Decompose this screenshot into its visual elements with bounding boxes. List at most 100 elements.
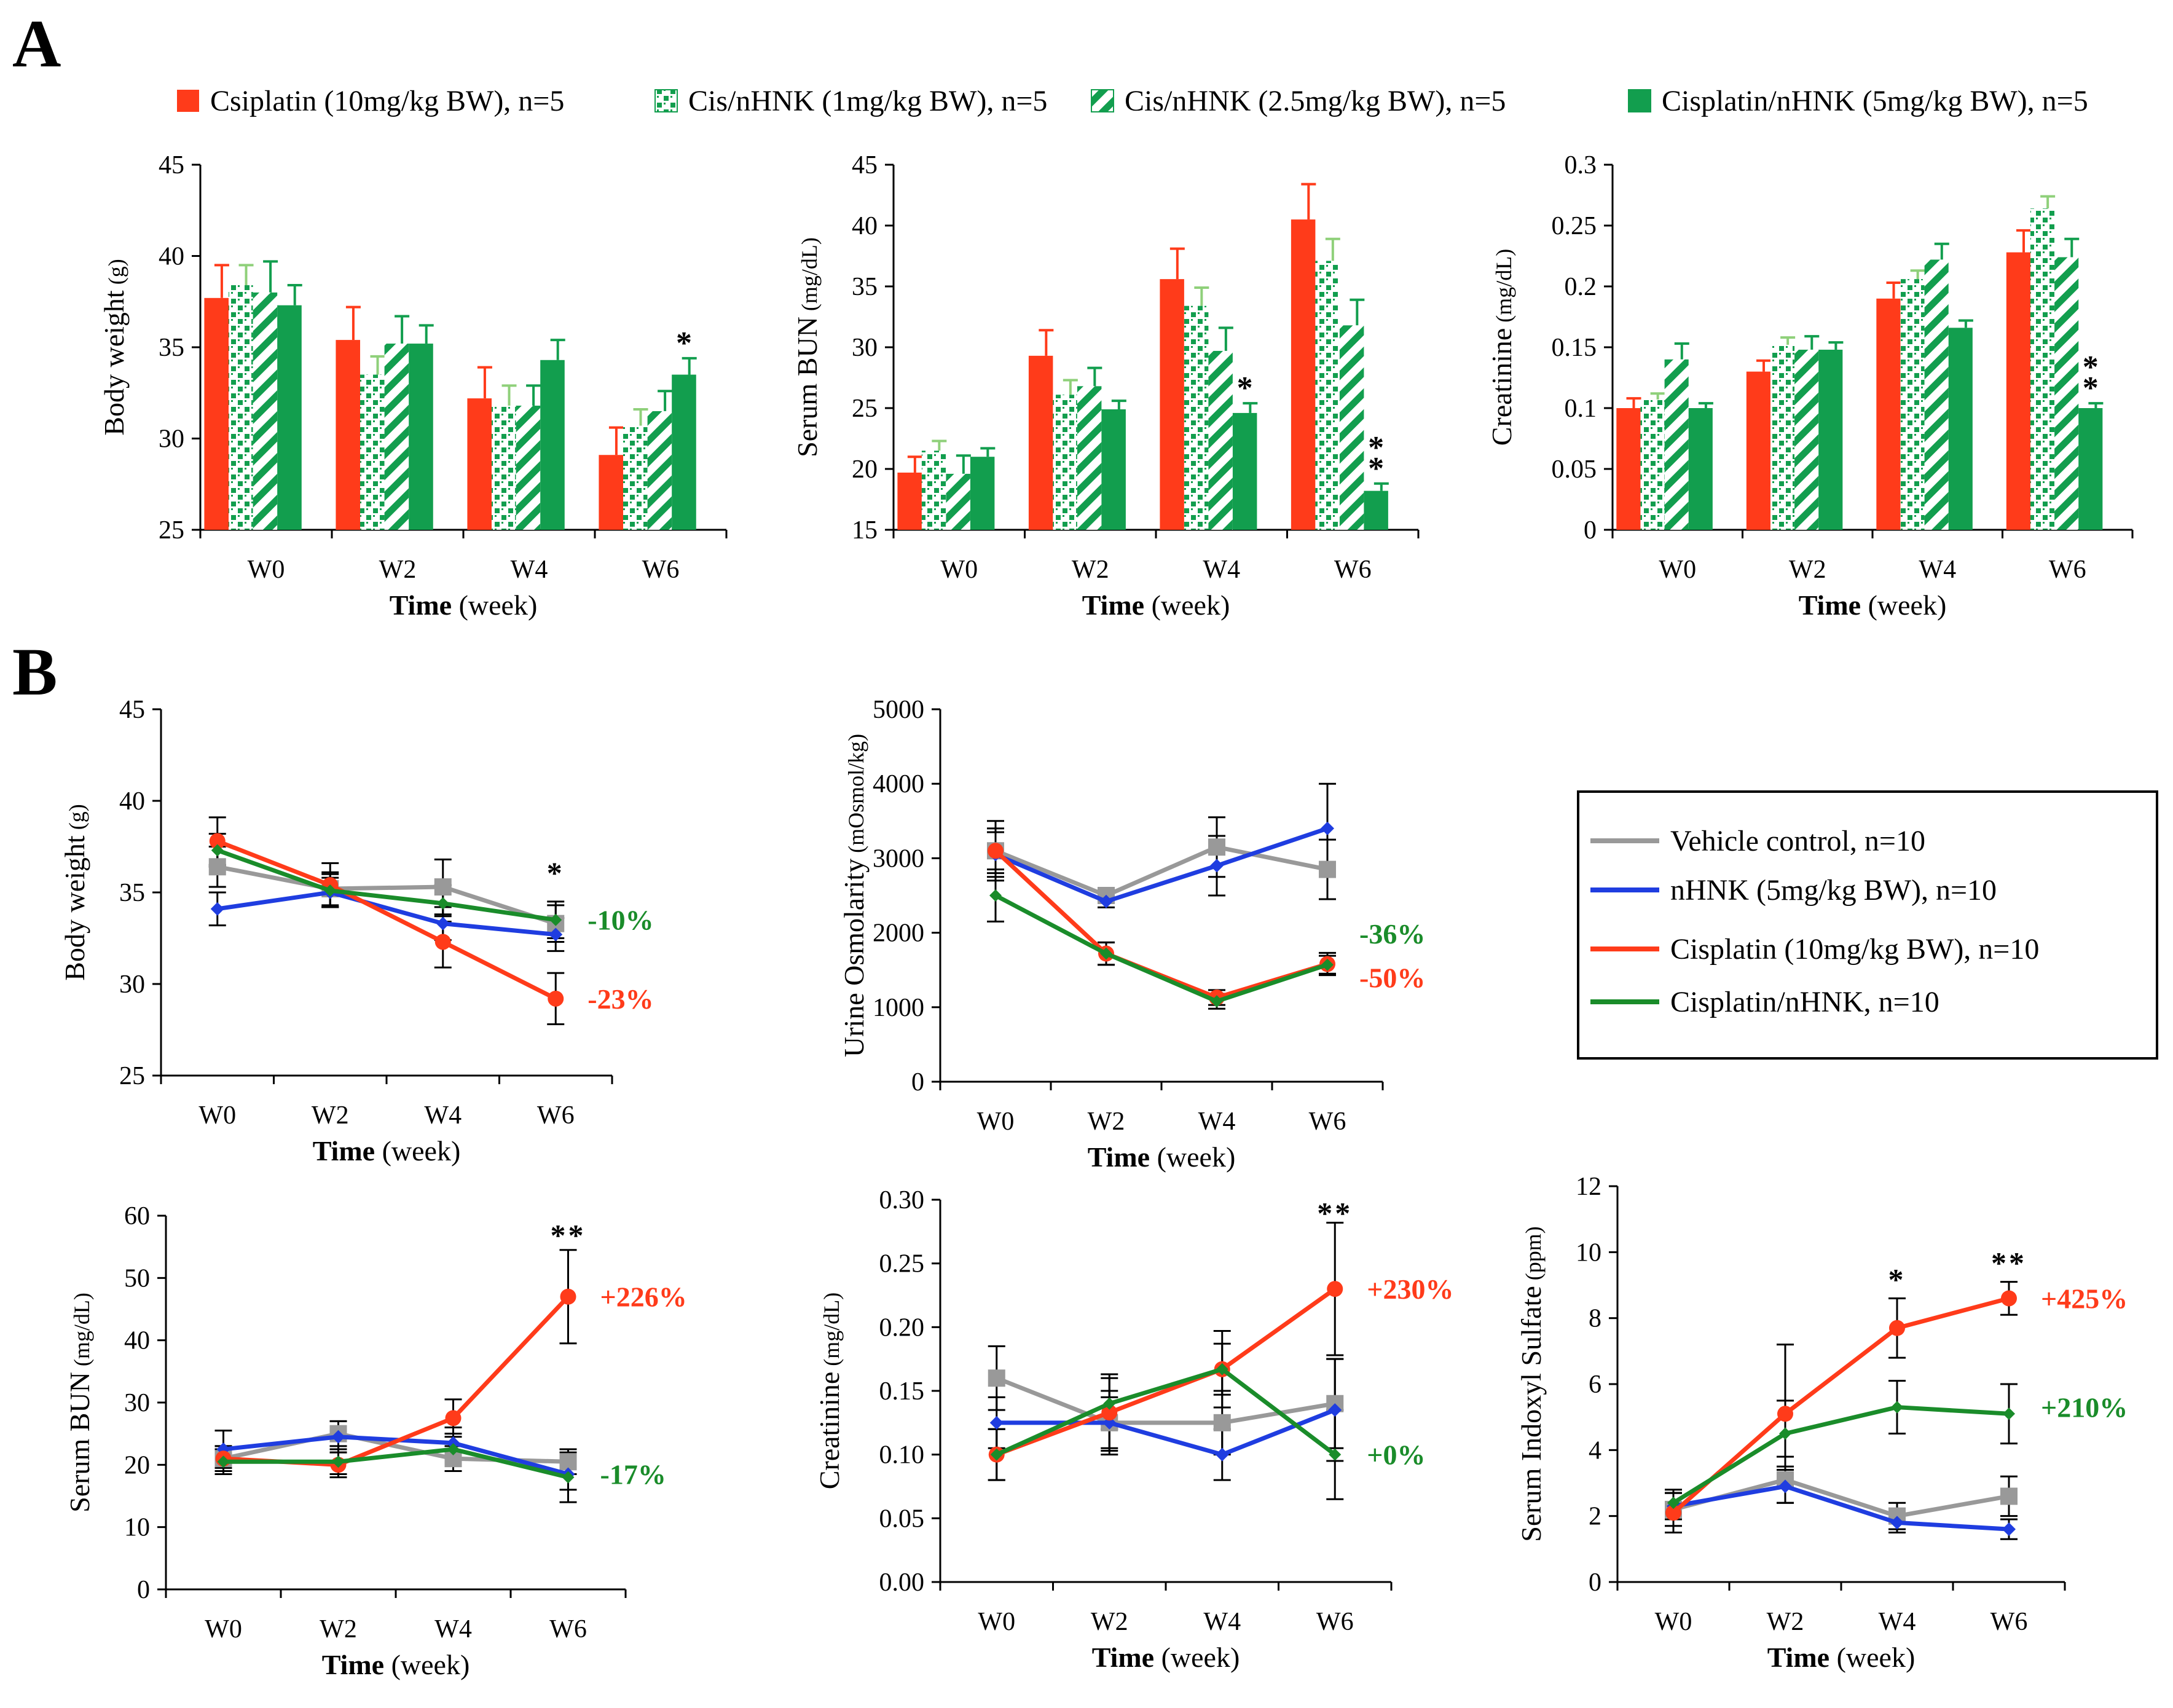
marker-diamond [1099,894,1113,908]
y-tick-label: 25 [159,516,184,545]
x-tick-label: W0 [248,556,285,584]
marker-triangle [447,1443,460,1455]
marker-circle [988,843,1004,859]
x-axis-label: Time (week) [1088,1141,1236,1173]
series-line [223,1295,570,1467]
series-line [216,848,556,923]
x-tick-label: W0 [198,1101,236,1130]
percent-change-label: +210% [2041,1392,2128,1423]
x-tick-label: W0 [977,1108,1015,1136]
y-tick-label: 4000 [873,770,924,798]
bar [1364,490,1388,530]
bar [2030,208,2055,530]
x-axis-label: Time (week) [1799,589,1947,621]
significance-mark: * [1368,451,1384,486]
y-tick-label: 0.2 [1565,273,1597,301]
x-tick-label: W4 [1879,1608,1916,1636]
marker-triangle [562,1471,575,1484]
x-tick-label: W2 [312,1101,349,1130]
legend-swatch [1628,89,1651,112]
bar [540,360,565,530]
series-line [996,1287,1337,1457]
marker-triangle [1321,958,1334,971]
x-tick-label: W4 [434,1615,472,1643]
bar [1232,412,1257,530]
significance-mark: ** [1991,1245,2027,1280]
marker-circle [209,833,226,849]
y-axis-label: Body weight (g) [59,804,90,980]
significance-mark: * [547,856,565,890]
y-tick-label: 40 [159,243,184,271]
x-tick-label: W6 [642,556,680,584]
y-axis-label: Creatinine (mg/dL) [814,1293,845,1490]
bar [516,406,541,530]
marker-circle [1777,1406,1793,1422]
bar [1315,261,1340,530]
y-tick-label: 0.15 [1552,334,1597,362]
bar [1101,409,1126,530]
y-tick-label: 1000 [873,994,924,1022]
legend-swatch [1091,89,1114,112]
bar [1924,259,1949,530]
series-line [994,893,1329,1004]
bar [253,292,278,530]
y-tick-label: 10 [1576,1238,1601,1267]
x-tick-label: W2 [1091,1608,1128,1636]
bar [897,472,922,530]
x-tick-label: W6 [1316,1608,1354,1636]
percent-change-label: +230% [1367,1273,1453,1305]
significance-mark: * [2083,350,2099,385]
chart-b-body-weight: 25 30 35 40 45 Body weight (g) Time (week) W0 W2… [59,696,654,1167]
bar [599,455,624,530]
marker-circle [1889,1320,1905,1336]
bar [1664,359,1689,530]
marker-diamond [1890,1516,1904,1530]
marker-diamond [446,1436,460,1450]
y-axis-label: Body weight (g) [98,259,130,435]
y-tick-label: 0.05 [1552,455,1597,484]
series-line [1672,1296,2010,1514]
marker-triangle [1103,1397,1116,1410]
y-tick-label: 40 [852,212,878,240]
marker-circle [1101,1404,1118,1421]
bar [1688,408,1713,530]
bar [204,297,229,530]
y-tick-label: 35 [119,879,145,907]
percent-change-label: +0% [1367,1439,1425,1471]
legend-label: Csiplatin (10mg/kg BW), n=5 [210,85,564,117]
series-line [1672,1405,2010,1505]
y-axis-label: Creatinine (mg/dL) [1486,249,1517,446]
bar [229,285,253,530]
y-tick-label: 30 [124,1389,150,1417]
y-tick-label: 0.10 [879,1441,925,1470]
marker-diamond [1328,1403,1342,1417]
bar [623,425,648,530]
bar [277,305,302,530]
bar [1616,408,1641,530]
x-tick-label: W4 [1203,556,1240,584]
legend-label: Cisplatin (10mg/kg BW), n=10 [1670,933,2039,966]
x-axis-label: Time (week) [390,589,538,621]
bar [2054,257,2079,530]
bar [1291,219,1316,530]
y-tick-label: 2 [1589,1503,1601,1531]
y-tick-label: 0.30 [879,1186,925,1214]
y-tick-label: 35 [159,334,184,362]
x-tick-label: W0 [1655,1608,1692,1636]
y-tick-label: 12 [1576,1173,1601,1201]
y-tick-label: 0 [1584,516,1597,545]
significance-mark: * [1368,430,1384,465]
bar [336,340,361,530]
y-tick-label: 0.25 [879,1250,925,1278]
y-tick-label: 20 [124,1451,150,1479]
marker-diamond [1210,859,1224,873]
marker-triangle [211,844,224,857]
marker-triangle [1216,1363,1228,1375]
bar [1746,371,1770,530]
bar [1053,395,1077,530]
series-line [217,890,556,937]
x-tick-label: W2 [1088,1108,1125,1136]
y-tick-label: 40 [124,1327,150,1355]
y-axis-label: Serum BUN (mg/dL) [64,1293,95,1513]
marker-triangle [217,1455,230,1468]
